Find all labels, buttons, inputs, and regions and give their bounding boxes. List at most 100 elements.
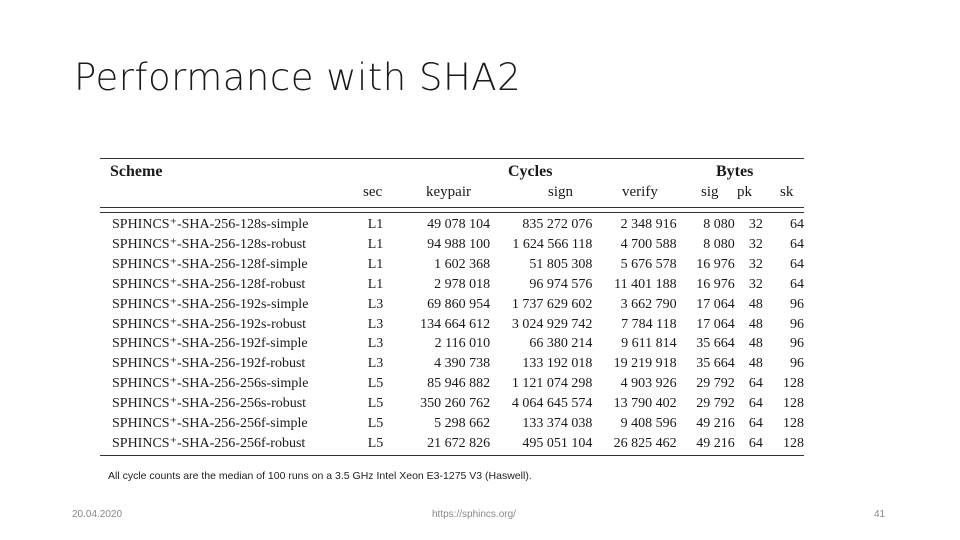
pk-column-header: pk <box>737 184 752 200</box>
scheme-cell: SPHINCS⁺-SHA-256-192f-robust <box>112 356 306 372</box>
verify-cell: 4 700 588 <box>620 236 677 252</box>
pk-cell: 64 <box>748 396 763 412</box>
page-number: 41 <box>874 509 886 520</box>
table-row: SPHINCS⁺-SHA-256-256f-robust L5 21 672 826… <box>100 434 804 454</box>
sig-cell: 49 216 <box>696 416 735 432</box>
footer-date: 20.04.2020 <box>72 509 123 520</box>
sec-cell: L5 <box>367 376 384 392</box>
pk-cell: 48 <box>748 316 763 332</box>
sig-cell: 35 664 <box>696 336 735 352</box>
pk-cell: 32 <box>748 217 763 232</box>
sk-cell: 96 <box>790 316 804 332</box>
table-row: SPHINCS⁺-SHA-256-128s-simple L1 49 078 104… <box>100 215 804 235</box>
sign-cell: 4 064 645 574 <box>511 396 593 412</box>
keypair-cell: 69 860 954 <box>427 296 491 312</box>
verify-cell: 5 676 578 <box>620 256 677 272</box>
sign-cell: 133 374 038 <box>522 416 593 432</box>
data-table-body: SPHINCS⁺-SHA-256-128s-simple L1 49 078 104… <box>100 215 804 454</box>
sign-cell: 51 805 308 <box>529 256 593 272</box>
sign-cell: 835 272 076 <box>522 217 593 232</box>
sign-cell: 133 192 018 <box>522 356 593 372</box>
scheme-cell: SPHINCS⁺-SHA-256-128f-robust <box>112 276 306 292</box>
verify-cell: 4 903 926 <box>620 376 677 392</box>
sk-cell: 64 <box>790 276 804 292</box>
sk-cell: 64 <box>790 217 804 232</box>
footer-url[interactable]: https://sphincs.org/ <box>432 509 516 520</box>
sign-column-header: sign <box>548 184 574 200</box>
verify-cell: 2 348 916 <box>620 217 677 232</box>
sig-cell: 16 976 <box>696 256 735 272</box>
sign-cell: 495 051 104 <box>522 435 593 451</box>
table-row: SPHINCS⁺-SHA-256-256s-robust L5 350 260 76… <box>100 394 804 414</box>
table-row: SPHINCS⁺-SHA-256-128f-simple L1 1 602 368 5… <box>100 255 804 275</box>
sig-cell: 8 080 <box>703 236 735 252</box>
bytes-group-header: Bytes <box>716 163 754 180</box>
verify-cell: 19 219 918 <box>613 356 677 372</box>
pk-cell: 48 <box>748 336 763 352</box>
sec-cell: L3 <box>367 336 384 352</box>
verify-cell: 11 401 188 <box>614 276 677 292</box>
sig-cell: 16 976 <box>696 276 735 292</box>
sec-cell: L3 <box>367 356 384 372</box>
table-row: SPHINCS⁺-SHA-256-256f-simple L5 5 298 662 1… <box>100 414 804 434</box>
sk-cell: 96 <box>790 296 804 312</box>
pk-cell: 32 <box>748 276 763 292</box>
sec-cell: L3 <box>367 316 384 332</box>
keypair-cell: 1 602 368 <box>434 256 491 272</box>
sign-cell: 96 974 576 <box>529 276 593 292</box>
sec-cell: L1 <box>367 256 384 272</box>
sec-cell: L5 <box>367 435 384 451</box>
verify-cell: 26 825 462 <box>613 435 677 451</box>
keypair-cell: 21 672 826 <box>427 435 491 451</box>
sk-cell: 64 <box>790 256 804 272</box>
sig-cell: 49 216 <box>696 435 735 451</box>
table-row: SPHINCS⁺-SHA-256-192f-robust L3 4 390 738 1… <box>100 354 804 374</box>
pk-cell: 64 <box>748 435 763 451</box>
sec-cell: L5 <box>367 416 384 432</box>
keypair-cell: 134 664 612 <box>420 316 491 332</box>
pk-cell: 32 <box>748 256 763 272</box>
sec-cell: L1 <box>367 236 384 252</box>
sec-cell: L1 <box>367 276 384 292</box>
table-row: SPHINCS⁺-SHA-256-128f-robust L1 2 978 018 9… <box>100 275 804 295</box>
table-row: SPHINCS⁺-SHA-256-128s-robust L1 94 988 100… <box>100 235 804 255</box>
verify-cell: 9 611 814 <box>621 336 677 352</box>
sign-cell: 66 380 214 <box>529 336 593 352</box>
sign-cell: 1 121 074 298 <box>511 376 593 392</box>
sig-cell: 17 064 <box>696 296 735 312</box>
slide-title: Performance with SHA2 <box>74 56 522 99</box>
sk-cell: 128 <box>783 396 804 412</box>
sig-cell: 8 080 <box>703 217 735 232</box>
sec-column-header: sec <box>363 184 383 200</box>
sign-cell: 3 024 929 742 <box>511 316 593 332</box>
pk-cell: 64 <box>748 416 763 432</box>
sk-column-header: sk <box>780 184 794 200</box>
cycles-group-header: Cycles <box>508 163 553 180</box>
pk-cell: 64 <box>748 376 763 392</box>
table-row: SPHINCS⁺-SHA-256-192f-simple L3 2 116 010 6… <box>100 334 804 354</box>
scheme-cell: SPHINCS⁺-SHA-256-192s-robust <box>112 316 307 332</box>
table-bottom-rule <box>100 455 804 456</box>
scheme-cell: SPHINCS⁺-SHA-256-256f-simple <box>112 416 308 432</box>
sk-cell: 128 <box>783 416 804 432</box>
sk-cell: 64 <box>790 236 804 252</box>
sk-cell: 96 <box>790 356 804 372</box>
keypair-cell: 94 988 100 <box>427 236 491 252</box>
header-rule <box>100 207 804 208</box>
scheme-cell: SPHINCS⁺-SHA-256-256f-robust <box>112 435 306 451</box>
keypair-cell: 85 946 882 <box>427 376 491 392</box>
table-row: SPHINCS⁺-SHA-256-192s-simple L3 69 860 954… <box>100 295 804 315</box>
scheme-cell: SPHINCS⁺-SHA-256-128f-simple <box>112 256 308 272</box>
verify-cell: 9 408 596 <box>620 416 677 432</box>
keypair-cell: 49 078 104 <box>427 217 491 232</box>
scheme-cell: SPHINCS⁺-SHA-256-256s-robust <box>112 396 307 412</box>
table-top-rule <box>100 158 804 159</box>
keypair-cell: 5 298 662 <box>434 416 491 432</box>
header-rule-double <box>100 212 804 213</box>
sig-cell: 29 792 <box>696 376 735 392</box>
verify-column-header: verify <box>622 184 658 200</box>
sig-cell: 17 064 <box>696 316 735 332</box>
scheme-cell: SPHINCS⁺-SHA-256-256s-simple <box>112 376 309 392</box>
sk-cell: 128 <box>783 376 804 392</box>
sign-cell: 1 624 566 118 <box>512 236 593 252</box>
